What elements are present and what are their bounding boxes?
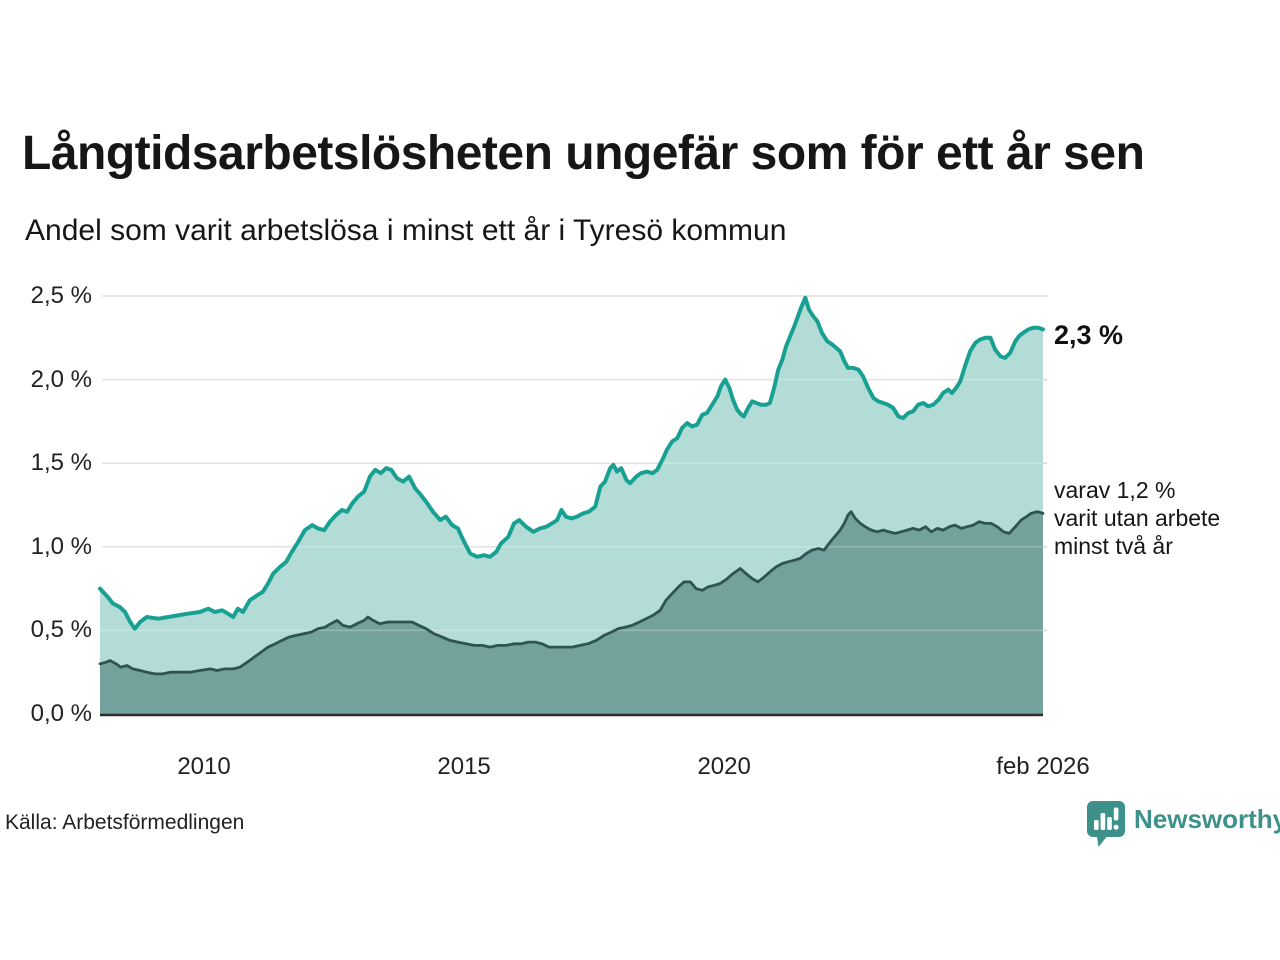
page-subtitle: Andel som varit arbetslösa i minst ett å… [25, 214, 787, 247]
y-axis-tick-label: 2,0 % [30, 365, 92, 393]
two-year-annotation: varav 1,2 % varit utan arbete minst två … [1054, 476, 1220, 560]
y-axis-tick-label: 1,5 % [30, 449, 92, 477]
y-axis-tick-label: 1,0 % [30, 532, 92, 560]
newsworthy-logo-icon [1087, 801, 1125, 847]
annotation-line-1: varav 1,2 % [1054, 477, 1176, 503]
annotation-line-2: varit utan arbete [1054, 505, 1221, 531]
latest-value-label: 2,3 % [1054, 320, 1124, 350]
x-axis-tick-label: feb 2026 [996, 753, 1090, 780]
annotation-line-3: minst två år [1054, 533, 1173, 559]
x-axis-tick-label: 2020 [697, 753, 751, 780]
y-axis-tick-label: 2,5 % [30, 282, 92, 309]
brand-name: Newsworthy [1134, 804, 1280, 834]
page-title: Långtidsarbetslösheten ungefär som för e… [22, 127, 1145, 180]
source-label: Källa: Arbetsförmedlingen [5, 811, 245, 834]
y-axis-tick-label: 0,5 % [30, 616, 92, 644]
y-axis-tick-label: 0,0 % [30, 700, 92, 727]
x-axis-tick-label: 2010 [177, 753, 231, 780]
newsworthy-brand: Newsworthy [1086, 800, 1280, 848]
x-axis-tick-label: 2015 [437, 753, 491, 780]
